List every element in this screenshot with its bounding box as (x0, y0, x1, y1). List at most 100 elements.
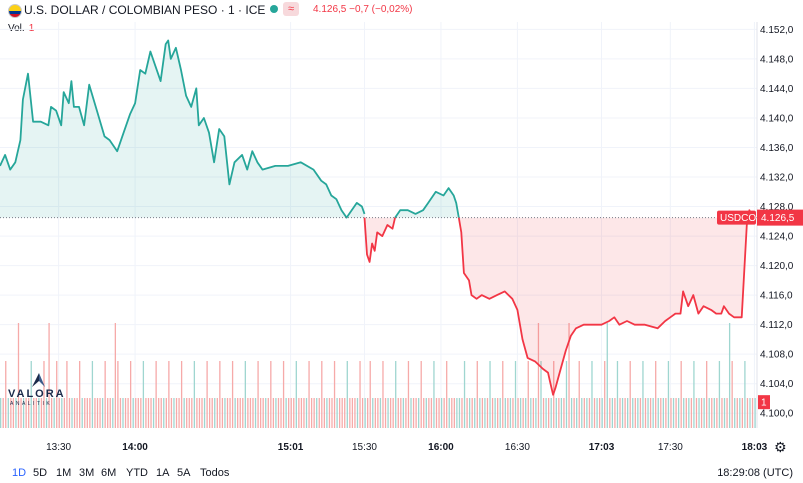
volume-bar (367, 398, 369, 428)
volume-bar (252, 398, 254, 428)
volume-bar (359, 361, 361, 428)
volume-bar (53, 398, 55, 428)
price-area-fill (395, 188, 459, 218)
range-button-5a[interactable]: 5A (177, 467, 191, 479)
volume-bar (150, 398, 152, 428)
price-tick-label: 4.132,0 (760, 173, 794, 184)
volume-bar (649, 398, 652, 428)
volume-bar (356, 398, 359, 428)
volume-bar (275, 398, 277, 428)
volume-bar (96, 398, 99, 428)
volume-bar (282, 361, 285, 428)
volume-bar (647, 398, 649, 428)
volume-bar (405, 398, 407, 428)
range-button-6m[interactable]: 6M (101, 467, 117, 479)
volume-bar (142, 361, 145, 428)
volume-bar (644, 398, 647, 428)
time-tick-label: 15:01 (278, 442, 304, 453)
volume-bar (484, 398, 486, 428)
time-tick-label: 17:30 (658, 442, 683, 453)
volume-bar (94, 398, 96, 428)
volume-bar (328, 398, 331, 428)
volume-bar (71, 398, 73, 428)
range-button-5d[interactable]: 5D (33, 467, 48, 479)
volume-bar (288, 398, 290, 428)
colombia-flag-icon (8, 4, 22, 18)
price-quote: 4.126,5 −0,7 (−0,02%) (313, 4, 413, 15)
price-chart[interactable]: 4.100,0 4.104,0 4.108,0 4.112,0 4.116,0 4.120… (0, 0, 803, 462)
volume-bar (555, 398, 557, 428)
volume-bar (642, 361, 644, 428)
volume-bar (578, 361, 580, 428)
chart-header: U.S. DOLLAR / COLOMBIAN PESO · 1 · ICE ≈… (0, 0, 803, 22)
volume-bar (425, 398, 427, 428)
logo-sub: ANALITIK (10, 401, 53, 407)
volume-bar (723, 398, 726, 428)
volume-bar (632, 398, 634, 428)
volume-bar (318, 398, 320, 428)
volume-bar (384, 398, 387, 428)
price-tick-label: 4.104,0 (760, 379, 794, 390)
range-button-1m[interactable]: 1M (56, 467, 72, 479)
volume-bar (739, 398, 741, 428)
price-line (394, 187, 460, 219)
volume-bar (270, 361, 272, 428)
volume-bar (219, 361, 221, 428)
volume-bar (2, 398, 4, 428)
volume-bar (104, 361, 106, 428)
volume-bar (547, 398, 550, 428)
volume-bar (333, 361, 336, 428)
volume-bar (451, 398, 453, 428)
volume-bar (262, 398, 264, 428)
volume-bar (430, 398, 433, 428)
volume-bar (525, 398, 527, 428)
symbol-title[interactable]: U.S. DOLLAR / COLOMBIAN PESO · 1 · ICE (24, 3, 266, 17)
chart-settings-gear-icon[interactable]: ⚙ (774, 439, 787, 455)
volume-bar (448, 398, 450, 428)
volume-bar (614, 398, 616, 428)
price-tick-label: 4.108,0 (760, 350, 794, 361)
volume-bar (68, 398, 71, 428)
volume-bar (456, 398, 458, 428)
volume-bar (721, 398, 723, 428)
volume-bar (196, 398, 198, 428)
volume-bar (629, 361, 631, 428)
volume-bar (28, 398, 30, 428)
range-button-todos[interactable]: Todos (200, 467, 230, 479)
range-button-1a[interactable]: 1A (156, 467, 170, 479)
volume-bar (163, 398, 165, 428)
range-button-3m[interactable]: 3M (79, 467, 95, 479)
volume-bar (474, 398, 476, 428)
volume-bar (137, 398, 139, 428)
price-area-fill (364, 217, 396, 262)
volume-bar (728, 323, 731, 428)
volume-bar (229, 398, 231, 428)
volume-bar (140, 398, 142, 428)
volume-bar (193, 361, 196, 428)
volume-bar (259, 398, 262, 428)
volume-bar (135, 398, 137, 428)
volume-bar (751, 398, 754, 428)
volume-bar (698, 398, 700, 428)
volume-bar (491, 398, 494, 428)
volume-bar (107, 398, 109, 428)
volume-bar (542, 398, 545, 428)
range-button-1d[interactable]: 1D (12, 467, 27, 479)
utc-clock[interactable]: 18:29:08 (UTC) (717, 467, 793, 479)
volume-bar (338, 398, 341, 428)
volume-bar (40, 398, 43, 428)
volume-bar (537, 323, 540, 428)
volume-bar (596, 398, 598, 428)
volume-bar (379, 398, 382, 428)
volume-bar (43, 361, 45, 428)
range-button-ytd[interactable]: YTD (126, 467, 148, 479)
volume-bar (191, 398, 193, 428)
price-tick-label: 4.120,0 (760, 261, 794, 272)
volume-bar (214, 398, 216, 428)
volume-bar (22, 398, 25, 428)
volume-bar (346, 361, 348, 428)
volume-bar (400, 398, 402, 428)
volume-bar (277, 398, 280, 428)
volume-bar (606, 323, 608, 428)
volume-bar (598, 398, 601, 428)
